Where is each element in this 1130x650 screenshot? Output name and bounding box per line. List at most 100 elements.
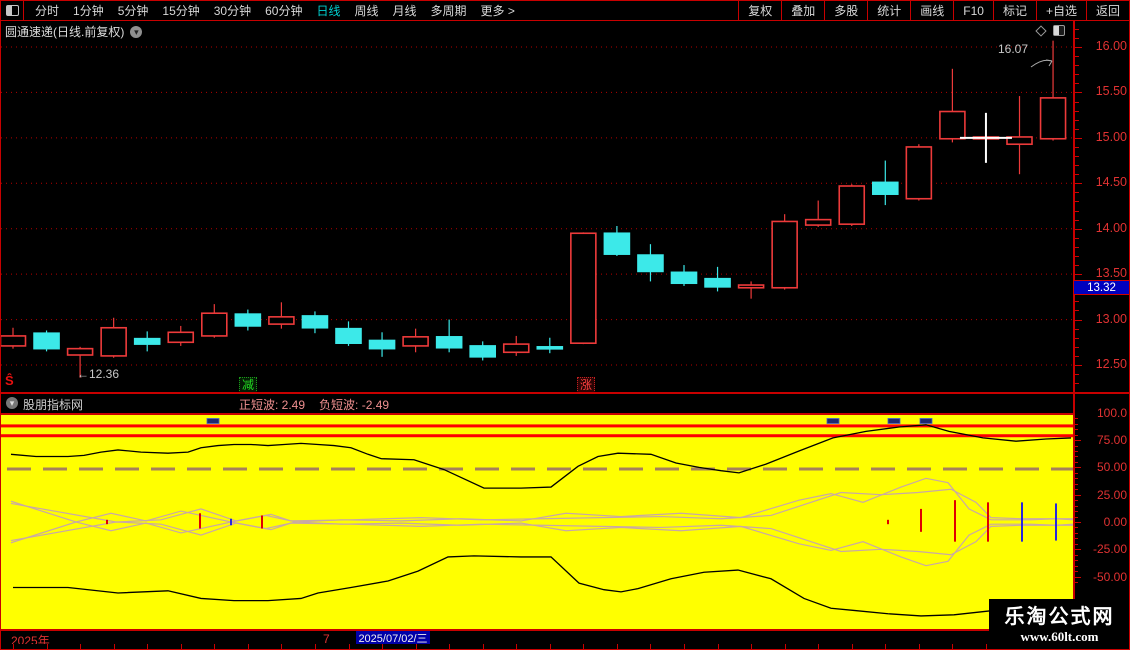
menu-item-tool-8[interactable]: 返回 bbox=[1085, 1, 1129, 20]
indicator-axis-tick bbox=[1075, 576, 1081, 578]
band-a-upper bbox=[10, 477, 1073, 523]
candle-9 bbox=[301, 311, 329, 334]
blue-dash-marker bbox=[919, 418, 933, 424]
indicator-axis-tick bbox=[1075, 516, 1078, 518]
menu-item-tool-4[interactable]: 画线 bbox=[910, 1, 953, 20]
date-tick bbox=[214, 644, 216, 649]
cursor-date-badge: 2025/07/02/三 bbox=[356, 631, 430, 645]
indicator-axis-label: -25.00 bbox=[1092, 542, 1127, 557]
price-axis-label: 16.00 bbox=[1095, 39, 1127, 53]
split-panel-icon bbox=[5, 5, 19, 16]
indicator-dropdown-icon[interactable]: ▾ bbox=[6, 397, 18, 409]
symbol-title: 圆通速递(日线.前复权) bbox=[5, 25, 125, 39]
indicator-axis-tick bbox=[1075, 456, 1078, 458]
menu-item-tool-5[interactable]: F10 bbox=[953, 1, 993, 20]
signal-marker-s: Ŝ bbox=[5, 373, 14, 388]
candle-21 bbox=[704, 266, 731, 292]
menu-item-period-5[interactable]: 60分钟 bbox=[265, 4, 303, 18]
candle-22 bbox=[737, 281, 765, 299]
price-axis-label: 14.50 bbox=[1095, 175, 1127, 190]
axis-separator-line bbox=[1073, 21, 1075, 644]
lower-wave-line bbox=[13, 555, 1071, 617]
date-axis: 2025年 7 2025/07/02/三 bbox=[1, 629, 1129, 648]
band-b-upper bbox=[10, 488, 1073, 523]
date-tick bbox=[784, 644, 786, 649]
positive-wave-value: 正短波: 2.49 bbox=[239, 398, 306, 412]
indicator-axis-label: 0.00 bbox=[1103, 515, 1127, 529]
low-price-annotation: ←12.36 bbox=[77, 367, 120, 381]
price-axis-tick bbox=[1075, 156, 1079, 158]
panel-toggle-icon[interactable] bbox=[1053, 25, 1065, 36]
price-axis-tick bbox=[1075, 65, 1079, 67]
indicator-axis-tick bbox=[1075, 451, 1078, 453]
indicator-axis-tick bbox=[1075, 494, 1081, 496]
menubar-items: 分时 1分钟 5分钟 15分钟 30分钟 60分钟 日线 周线 月线 多周期 更多 > bbox=[24, 1, 522, 20]
indicator-axis-tick bbox=[1075, 423, 1078, 425]
price-axis-label: 14.00 bbox=[1095, 220, 1127, 235]
indicator-axis-label: 100.0 bbox=[1096, 405, 1127, 420]
date-tick bbox=[684, 644, 685, 649]
menu-item-tool-6[interactable]: 标记 bbox=[992, 1, 1036, 20]
price-axis-label: 12.50 bbox=[1095, 356, 1127, 371]
price-axis-tick bbox=[1075, 364, 1082, 366]
menu-item-period-8[interactable]: 月线 bbox=[392, 4, 417, 18]
price-axis-tick bbox=[1075, 128, 1079, 130]
date-tick bbox=[415, 644, 417, 649]
indicator-axis-tick bbox=[1075, 554, 1078, 556]
candle-18 bbox=[603, 225, 631, 256]
menu-item-period-7[interactable]: 周线 bbox=[354, 4, 379, 18]
menu-item-period-0[interactable]: 分时 bbox=[35, 4, 60, 18]
price-axis-tick bbox=[1075, 174, 1079, 176]
reduce-badge: 减 bbox=[239, 377, 258, 393]
menu-item-tool-2[interactable]: 多股 bbox=[824, 1, 867, 20]
layout-toggle-button[interactable] bbox=[1, 1, 24, 20]
date-tick bbox=[180, 644, 182, 649]
menu-item-period-10[interactable]: 更多 > bbox=[480, 4, 515, 18]
symbol-dropdown-icon[interactable]: ▾ bbox=[130, 25, 143, 38]
price-axis-tick bbox=[1075, 301, 1079, 303]
date-tick bbox=[650, 644, 652, 649]
menu-item-tool-0[interactable]: 复权 bbox=[738, 1, 781, 20]
indicator-axis-tick bbox=[1075, 549, 1081, 551]
date-tick bbox=[348, 644, 350, 649]
date-tick bbox=[549, 644, 551, 649]
price-axis-tick bbox=[1075, 28, 1079, 30]
menu-item-period-1[interactable]: 1分钟 bbox=[73, 4, 104, 18]
indicator-axis-tick bbox=[1075, 538, 1078, 540]
indicator-panel[interactable] bbox=[1, 415, 1073, 629]
price-axis-tick bbox=[1075, 310, 1079, 312]
price-axis-tick bbox=[1075, 37, 1079, 39]
date-tick bbox=[247, 644, 249, 649]
indicator-axis-tick bbox=[1075, 429, 1078, 431]
threshold-line bbox=[1, 424, 1073, 428]
indicator-readout: 正短波: 2.49 负短波: -2.49 bbox=[239, 396, 389, 413]
candlestick-chart[interactable]: 圆通速递(日线.前复权) ▾ 16.07 ←12.36 Ŝ 减 涨 bbox=[1, 21, 1073, 393]
threshold-line bbox=[1, 434, 1073, 438]
menu-item-tool-3[interactable]: 统计 bbox=[867, 1, 910, 20]
menu-item-period-6[interactable]: 日线 bbox=[316, 4, 341, 18]
indicator-axis-tick bbox=[1075, 565, 1078, 567]
negative-wave-value: 负短波: -2.49 bbox=[319, 398, 390, 412]
watermark-title: 乐淘公式网 bbox=[1004, 605, 1115, 628]
date-tick bbox=[281, 644, 283, 649]
date-tick bbox=[80, 644, 82, 649]
diamond-marker-icon[interactable] bbox=[1035, 24, 1047, 37]
indicator-axis-tick bbox=[1075, 483, 1078, 485]
menu-item-tool-1[interactable]: 叠加 bbox=[781, 1, 824, 20]
date-tick bbox=[885, 644, 887, 649]
date-tick bbox=[113, 644, 115, 649]
menu-item-period-3[interactable]: 15分钟 bbox=[162, 4, 200, 18]
price-axis-tick bbox=[1075, 110, 1079, 112]
watermark: 乐淘公式网 www.60lt.com bbox=[989, 599, 1129, 649]
date-tick bbox=[918, 644, 920, 649]
candle-30 bbox=[1006, 96, 1033, 175]
menu-item-period-4[interactable]: 30分钟 bbox=[213, 4, 252, 18]
price-axis-tick bbox=[1075, 355, 1079, 357]
menu-item-tool-7[interactable]: +自选 bbox=[1035, 1, 1086, 20]
indicator-axis: 100.0 75.00 50.00 25.00 0.00 -25.00 -50.00 bbox=[1073, 406, 1129, 629]
indicator-axis-tick bbox=[1075, 472, 1078, 474]
date-tick bbox=[516, 644, 518, 649]
menu-item-period-9[interactable]: 多周期 bbox=[430, 4, 467, 18]
price-axis-tick bbox=[1075, 346, 1079, 348]
menu-item-period-2[interactable]: 5分钟 bbox=[117, 4, 149, 18]
